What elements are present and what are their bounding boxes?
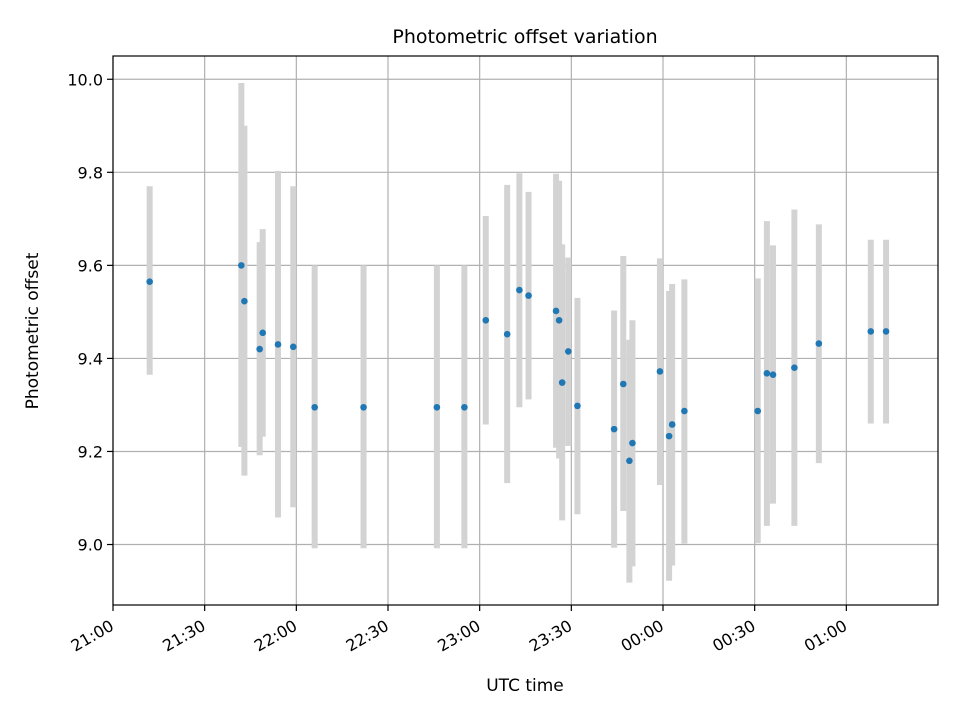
data-point bbox=[433, 403, 441, 411]
data-point bbox=[274, 341, 282, 348]
data-point bbox=[552, 307, 560, 315]
y-tick-label: 9.2 bbox=[78, 442, 103, 461]
data-point bbox=[525, 292, 532, 299]
data-point bbox=[516, 286, 523, 294]
data-point bbox=[619, 380, 627, 388]
data-point bbox=[259, 329, 267, 337]
data-point bbox=[867, 328, 875, 335]
y-axis-title: Photometric offset bbox=[23, 252, 43, 409]
data-point bbox=[769, 371, 777, 378]
data-point bbox=[656, 368, 664, 375]
data-point bbox=[503, 330, 511, 338]
data-point bbox=[791, 364, 798, 372]
x-axis-title: UTC time bbox=[486, 676, 564, 696]
data-point bbox=[626, 457, 633, 465]
y-tick-label: 9.4 bbox=[78, 349, 103, 368]
data-point bbox=[574, 402, 581, 410]
data-point bbox=[629, 439, 636, 447]
data-point bbox=[360, 403, 367, 411]
data-point bbox=[763, 370, 771, 377]
marker-layer bbox=[146, 262, 890, 465]
y-tick-label: 9.6 bbox=[78, 256, 103, 275]
data-point bbox=[882, 328, 890, 335]
data-point bbox=[289, 343, 297, 351]
data-point bbox=[564, 348, 572, 355]
data-point bbox=[256, 345, 263, 353]
data-point bbox=[558, 379, 566, 386]
data-point bbox=[238, 262, 245, 269]
data-point bbox=[482, 316, 490, 324]
y-tick-label: 9.0 bbox=[78, 536, 103, 555]
data-point bbox=[146, 278, 153, 285]
plot-frame bbox=[112, 55, 939, 606]
data-point bbox=[681, 407, 688, 415]
y-tick-label: 9.8 bbox=[78, 163, 103, 182]
data-point bbox=[668, 421, 676, 428]
data-point bbox=[610, 425, 618, 433]
data-point bbox=[461, 403, 468, 411]
data-point bbox=[241, 297, 248, 305]
grid-layer bbox=[112, 56, 938, 605]
data-point bbox=[754, 407, 762, 415]
data-point bbox=[815, 340, 823, 347]
data-point bbox=[555, 316, 563, 324]
chart-title: Photometric offset variation bbox=[392, 26, 657, 48]
y-tick-label: 10.0 bbox=[67, 70, 103, 89]
data-point bbox=[665, 432, 673, 440]
data-point bbox=[311, 403, 318, 411]
y-axis: 9.0 9.2 9.4 9.6 9.8 10.0 bbox=[67, 70, 113, 555]
